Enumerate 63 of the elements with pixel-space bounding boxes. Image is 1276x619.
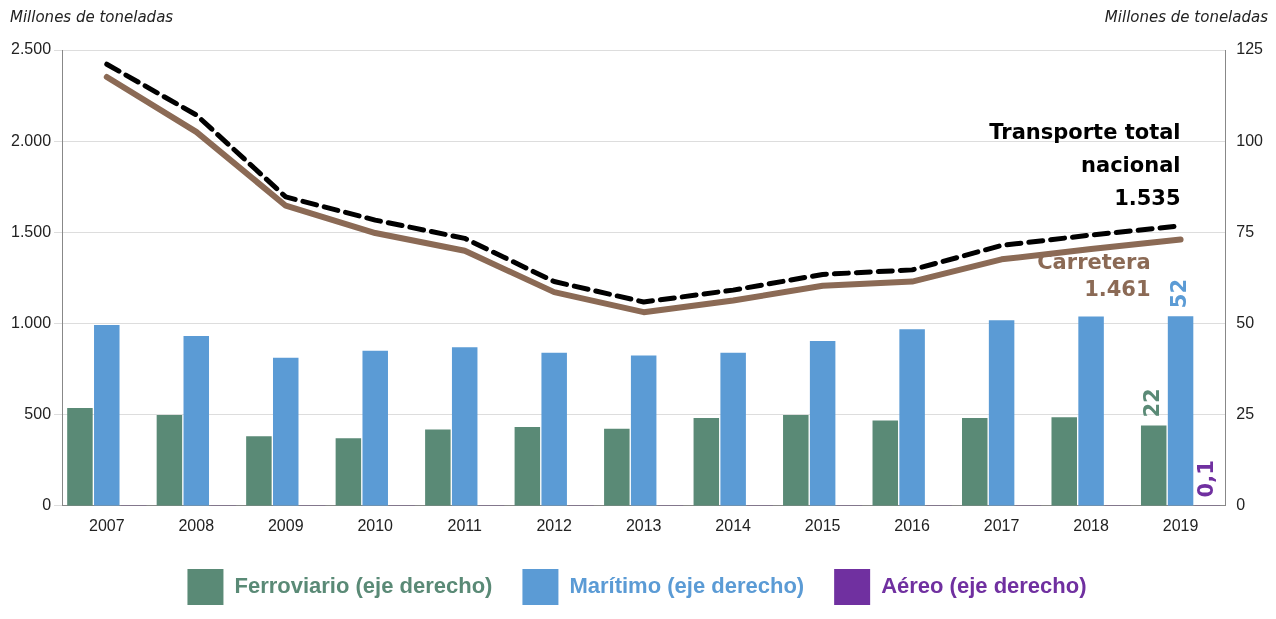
bar (899, 329, 925, 506)
bar (451, 347, 478, 506)
bar (809, 340, 836, 506)
x-tick-label: 2019 (1162, 516, 1199, 534)
x-tick-label: 2013 (625, 516, 662, 534)
text: Transporte total nacional (989, 119, 1181, 177)
bar (1167, 316, 1194, 506)
x-tick-label: 2018 (1073, 516, 1109, 534)
y2-tick-label: 0 (1236, 496, 1246, 514)
y2-tick-label: 75 (1236, 222, 1255, 240)
bar (630, 355, 657, 506)
data-label: 0,1 (1193, 460, 1218, 498)
bar (272, 357, 299, 506)
bar (962, 417, 988, 506)
y2-axis-title: Millones de toneladas (1104, 8, 1268, 26)
x-tick-label: 2009 (267, 516, 304, 534)
bar (425, 429, 451, 506)
x-tick-label: 2007 (88, 516, 125, 534)
bar (783, 415, 809, 506)
bar (872, 420, 899, 506)
x-tick-label: 2014 (715, 516, 752, 534)
y-tick-label: 1.500 (10, 222, 52, 240)
bar (693, 417, 720, 506)
y-tick-label: 0 (42, 496, 52, 514)
bar (1140, 425, 1167, 506)
x-tick-label: 2015 (804, 516, 841, 534)
bar (67, 408, 93, 506)
legend-label: Ferroviario (eje derecho) (234, 573, 493, 599)
data-label: 22 (1140, 388, 1165, 418)
y-tick-label: 2.500 (10, 40, 52, 58)
y2-tick-label: 100 (1236, 131, 1264, 149)
bar (604, 428, 630, 506)
y-axis-title: Millones de toneladas (10, 8, 174, 26)
x-tick-label: 2017 (983, 516, 1020, 534)
x-tick-label: 2016 (894, 516, 931, 534)
legend-label: Aéreo (eje derecho) (881, 573, 1087, 599)
data-label: 1.535 (1114, 185, 1181, 210)
x-tick-label: 2010 (357, 516, 394, 534)
bar (1051, 417, 1077, 506)
bar (541, 352, 567, 506)
x-tick-label: 2008 (178, 516, 215, 534)
y-tick-label: 2.000 (10, 131, 52, 149)
y-tick-label: 1.000 (10, 313, 52, 331)
bar (246, 436, 272, 506)
y2-tick-label: 125 (1236, 40, 1264, 58)
bar (988, 320, 1015, 506)
x-tick-label: 2011 (447, 516, 483, 534)
bar (1078, 316, 1104, 506)
bar (156, 415, 183, 506)
y2-tick-label: 50 (1236, 313, 1255, 331)
data-label: 1.461 (1084, 277, 1151, 302)
bar (94, 324, 120, 506)
y2-tick-label: 25 (1236, 405, 1255, 423)
series-label: Carretera (1037, 250, 1151, 275)
y-tick-label: 500 (24, 405, 52, 423)
data-label: 52 (1167, 278, 1192, 309)
bar (362, 350, 388, 506)
x-tick-label: 2012 (536, 516, 573, 534)
bar (514, 427, 541, 506)
bar (183, 335, 210, 506)
legend-label: Marítimo (eje derecho) (569, 573, 805, 599)
bar (720, 352, 746, 506)
bar (335, 438, 362, 506)
